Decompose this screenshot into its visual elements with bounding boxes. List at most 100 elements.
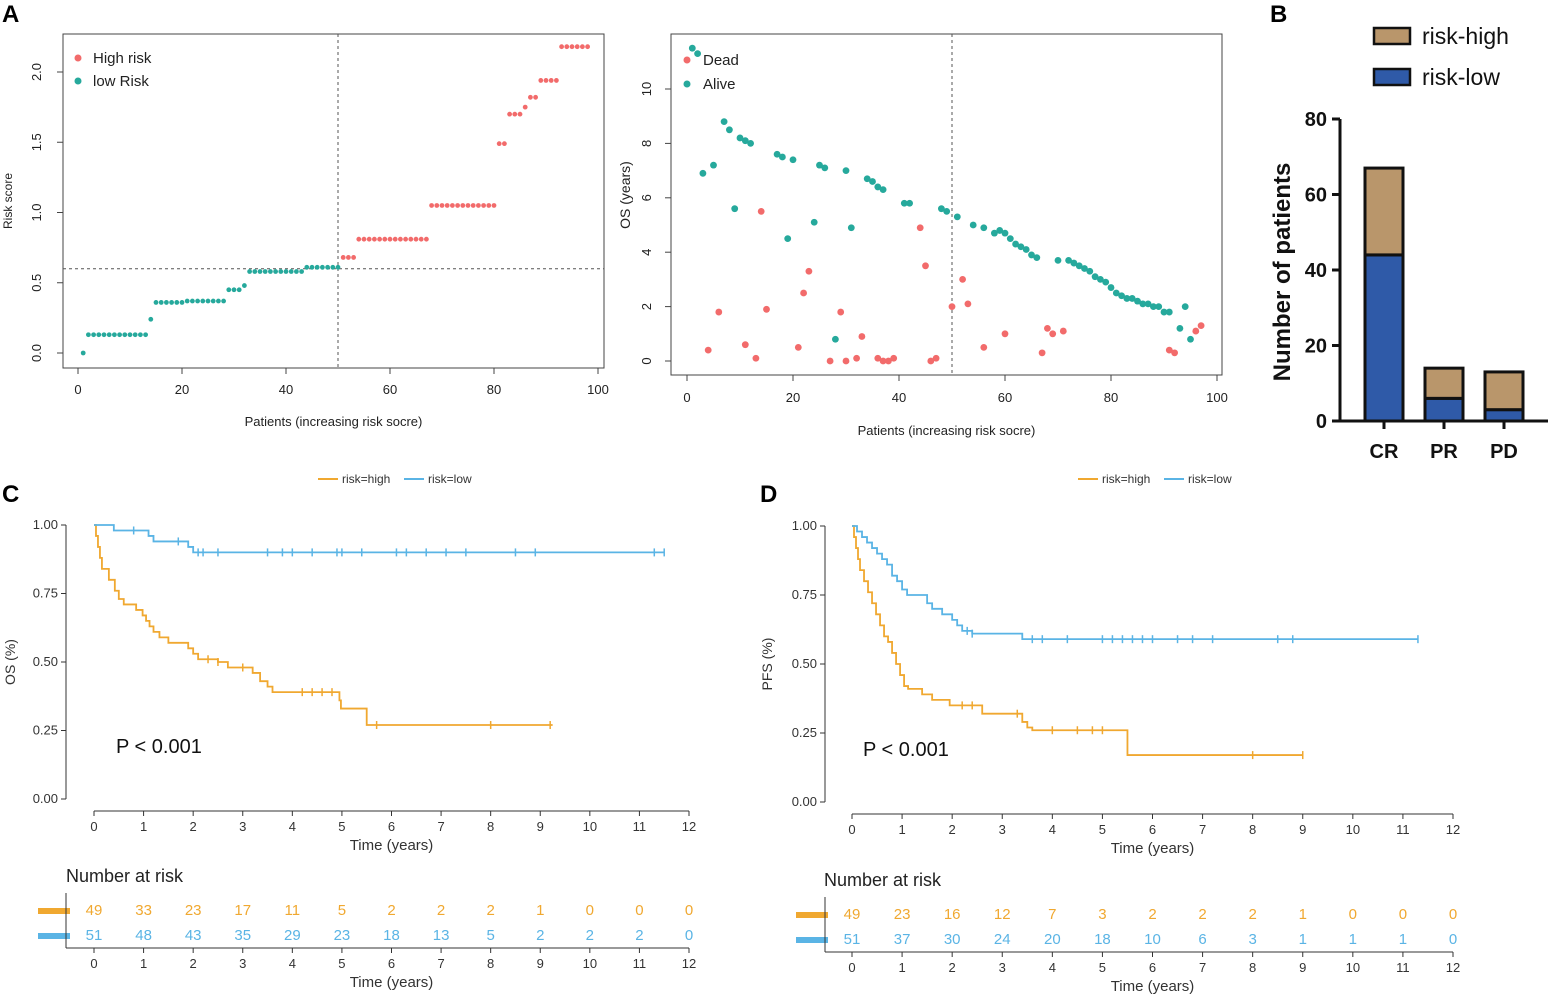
x-tick-label: 100 [587,382,609,397]
risk-point [143,332,149,338]
at-risk-low-value: 2 [586,927,594,944]
risk-point [465,203,471,208]
dead-point [826,357,834,365]
y-tick-label: 0.00 [792,794,817,809]
risk-table-x-tick-label: 1 [898,960,905,975]
at-risk-high-value: 0 [1349,906,1357,923]
legend-marker-alive [683,80,691,88]
at-risk-low-value: 23 [334,927,351,944]
alive-point [869,178,876,185]
alive-point [938,205,945,213]
risk-point [273,269,278,274]
alive-point [741,137,749,145]
alive-point [1102,278,1110,286]
x-tick-label: 12 [682,819,696,834]
risk-point [226,287,232,293]
risk-table-x-tick-label: 11 [633,956,647,971]
panel-label-c: C [2,481,19,508]
legend-label-low-risk: low Risk [93,73,149,90]
alive-point [980,224,988,232]
risk-point [247,269,253,274]
at-risk-high-value: 2 [486,902,494,919]
risk-point [424,236,429,242]
at-risk-low-value: 2 [536,927,544,944]
risk-point [278,269,284,274]
x-tick-label: 9 [1299,822,1306,837]
alive-point [694,50,701,58]
y-tick-label: 20 [1305,336,1327,358]
alive-point [1001,229,1009,237]
at-risk-low-value: 10 [1144,931,1161,948]
at-risk-low-value: 51 [844,931,861,948]
alive-point [789,156,797,164]
x-tick-label: 60 [383,382,397,397]
y-tick-label: 0.25 [792,725,817,740]
dead-point [948,303,956,310]
risk-point [153,300,159,305]
risk-point [496,141,502,147]
alive-point [736,134,744,142]
dead-point [879,357,887,365]
at-risk-high-value: 11 [285,902,301,919]
risk-point [392,236,398,242]
legend-label-risk-high: risk-high [1422,23,1509,49]
x-tick-label: 2 [949,822,956,837]
risk-point [502,141,507,147]
legend-swatch-risk-low [1372,67,1412,87]
risk-point [351,255,356,260]
x-tick-label: 4 [1049,822,1056,837]
x-tick-label: 10 [1346,822,1360,837]
at-risk-high-value: 0 [586,902,594,919]
risk-table-x-tick-label: 5 [1099,960,1106,975]
risk-table-x-tick-label: 2 [949,960,956,975]
at-risk-high-value: 49 [86,902,103,919]
y-tick-label: 0.50 [33,654,58,669]
bar-risk-high [1363,166,1405,257]
legend-marker-dead [683,56,691,64]
dead-point [916,224,924,232]
at-risk-high-value: 2 [387,902,395,919]
risk-point [346,255,351,260]
alive-point [1081,265,1088,272]
y-tick-label: 0 [639,357,654,364]
alive-point [699,169,707,177]
risk-point [543,78,549,83]
risk-table-x-tick-label: 4 [289,956,296,971]
y-tick-label: 0.5 [29,274,44,292]
risk-point [361,236,367,242]
risk-point [507,111,512,117]
y-tick-label: 1.00 [33,517,58,532]
at-risk-high-value: 23 [185,902,202,919]
at-risk-high-value: 2 [437,902,445,919]
risk-point [320,264,325,270]
risk-table-x-tick-label: 2 [190,956,197,971]
risk-point [548,78,554,83]
risk-table-x-tick-label: 6 [388,956,395,971]
dead-point [842,357,850,365]
at-risk-high-value: 23 [894,906,911,923]
risk-table-x-tick-label: 7 [437,956,444,971]
risk-table-x-tick-label: 3 [999,960,1006,975]
risk-point [101,332,107,338]
risk-table-x-tick-label: 9 [1299,960,1306,975]
risk-point [455,203,460,208]
dead-point [794,344,802,351]
category-label: CR [1370,441,1399,463]
y-axis-label: OS (%) [2,639,18,685]
alive-point [879,186,887,194]
x-tick-label: 6 [1149,822,1156,837]
risk-table-x-tick-label: 10 [1346,960,1360,975]
y-tick-label: 0.00 [33,791,58,806]
legend-label-risk-high: risk=high [342,472,390,486]
risk-point [439,203,445,208]
alive-point [1033,254,1041,262]
at-risk-low-value: 29 [284,927,301,944]
x-tick-label: 8 [1249,822,1256,837]
risk-table-x-tick-label: 6 [1149,960,1156,975]
risk-point [96,332,102,338]
alive-point [731,205,739,213]
dead-point [927,357,935,365]
risk-point [340,255,346,260]
alive-point [874,183,882,191]
